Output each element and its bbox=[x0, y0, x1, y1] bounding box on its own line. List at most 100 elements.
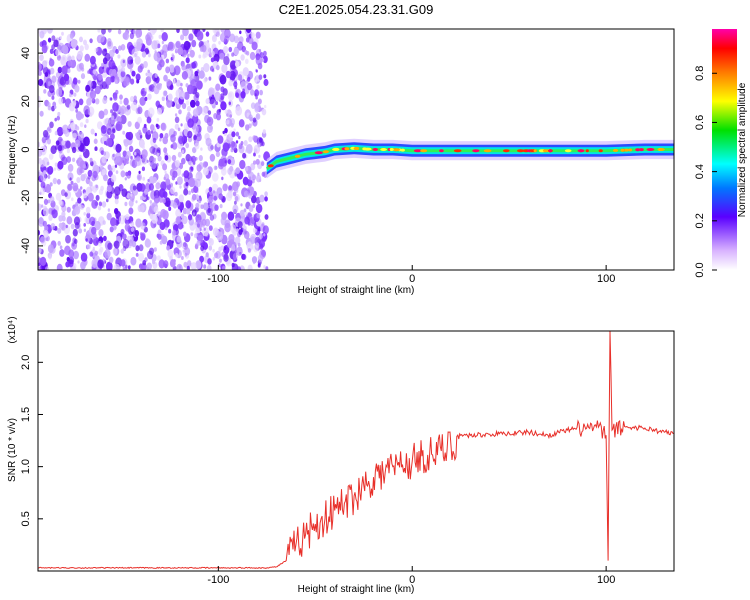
noise-dot bbox=[115, 121, 123, 132]
noise-dot bbox=[244, 166, 249, 172]
snr-x-label: Height of straight line (km) bbox=[298, 584, 415, 595]
noise-dot bbox=[39, 110, 44, 117]
noise-dot bbox=[112, 153, 115, 158]
noise-dot bbox=[167, 93, 173, 101]
noise-dot bbox=[148, 53, 151, 58]
noise-dot bbox=[98, 201, 103, 207]
noise-dot bbox=[46, 127, 50, 131]
signal-hotspot bbox=[628, 148, 632, 152]
noise-dot bbox=[84, 53, 91, 62]
noise-dot bbox=[235, 92, 240, 98]
noise-dot bbox=[103, 235, 107, 242]
noise-dot bbox=[147, 129, 151, 135]
noise-dot bbox=[56, 263, 63, 270]
noise-dot bbox=[189, 49, 195, 58]
noise-dot bbox=[131, 70, 136, 77]
noise-dot bbox=[205, 31, 210, 37]
noise-dot bbox=[233, 81, 238, 88]
noise-dot bbox=[42, 207, 49, 217]
y-tick-label: -20 bbox=[20, 190, 32, 206]
noise-dot bbox=[135, 245, 140, 252]
noise-dot bbox=[233, 35, 240, 44]
noise-dot bbox=[229, 33, 236, 43]
noise-dot bbox=[206, 116, 214, 127]
noise-dot bbox=[177, 47, 184, 56]
colorbar-tick-label: 0.0 bbox=[694, 262, 706, 277]
noise-dot bbox=[252, 135, 257, 141]
noise-dot bbox=[100, 125, 107, 134]
noise-dot bbox=[242, 229, 247, 236]
noise-dot bbox=[208, 245, 213, 251]
noise-dot bbox=[133, 151, 137, 156]
noise-dot bbox=[191, 39, 197, 48]
noise-dot bbox=[209, 125, 213, 131]
noise-dot bbox=[195, 157, 198, 161]
signal-hotspot bbox=[420, 149, 428, 153]
noise-dot bbox=[247, 82, 253, 91]
snr-frame bbox=[37, 330, 675, 572]
noise-dot bbox=[221, 64, 228, 74]
noise-dot bbox=[115, 170, 119, 175]
colorbar: 0.0 0.2 0.4 0.6 0.8 Normalized spectral ampl… bbox=[694, 29, 748, 278]
noise-dot bbox=[186, 105, 191, 112]
signal-hotspot bbox=[657, 148, 665, 151]
noise-dot bbox=[202, 53, 206, 59]
noise-dot bbox=[263, 74, 267, 79]
signal-hotspot bbox=[620, 148, 625, 152]
noise-dot bbox=[254, 79, 257, 84]
noise-dot bbox=[256, 174, 262, 183]
noise-dot bbox=[70, 122, 76, 131]
noise-dot bbox=[182, 207, 188, 215]
noise-dot bbox=[50, 223, 56, 230]
noise-dot bbox=[97, 259, 104, 269]
noise-dot bbox=[208, 186, 213, 192]
noise-dot bbox=[242, 67, 249, 77]
noise-dot bbox=[38, 247, 42, 254]
noise-dot bbox=[72, 242, 75, 247]
noise-dot bbox=[209, 214, 215, 221]
x-tick-label: 100 bbox=[597, 273, 615, 285]
noise-dot bbox=[139, 232, 143, 236]
noise-dot bbox=[182, 29, 189, 37]
signal-hotspot bbox=[380, 148, 387, 151]
noise-dot bbox=[94, 85, 101, 95]
noise-dot bbox=[212, 172, 219, 182]
noise-dot bbox=[95, 184, 98, 189]
noise-dot bbox=[228, 79, 233, 87]
noise-dot bbox=[136, 155, 141, 162]
noise-dot bbox=[74, 139, 81, 148]
noise-dot bbox=[183, 188, 189, 196]
noise-dot bbox=[49, 182, 53, 187]
noise-dot bbox=[91, 226, 97, 235]
noise-dot bbox=[226, 240, 233, 248]
noise-dot bbox=[110, 109, 114, 114]
noise-dot bbox=[237, 242, 241, 247]
noise-dot bbox=[161, 40, 165, 45]
noise-dot bbox=[144, 188, 149, 195]
noise-dot bbox=[120, 70, 126, 78]
noise-dot bbox=[64, 129, 70, 137]
noise-dot bbox=[257, 263, 261, 268]
spectrogram-y-label: Frequency (Hz) bbox=[7, 116, 18, 185]
noise-dot bbox=[176, 236, 182, 243]
noise-dot bbox=[94, 220, 101, 231]
signal-hotspot bbox=[472, 149, 480, 153]
noise-dot bbox=[94, 65, 98, 70]
noise-dot bbox=[139, 134, 143, 139]
noise-dot bbox=[201, 44, 207, 53]
noise-dot bbox=[213, 195, 218, 201]
noise-dot bbox=[229, 158, 235, 166]
colorbar-tick-label: 0.8 bbox=[694, 66, 706, 81]
noise-dot bbox=[180, 213, 185, 219]
noise-dot bbox=[170, 134, 176, 143]
noise-dot bbox=[237, 221, 243, 229]
noise-dot bbox=[211, 34, 217, 43]
noise-dot bbox=[39, 256, 47, 266]
noise-dot bbox=[101, 29, 106, 35]
noise-dot bbox=[145, 72, 148, 77]
noise-dot bbox=[168, 64, 175, 73]
noise-dot bbox=[97, 241, 102, 247]
noise-dot bbox=[245, 124, 250, 131]
noise-dot bbox=[203, 63, 210, 73]
